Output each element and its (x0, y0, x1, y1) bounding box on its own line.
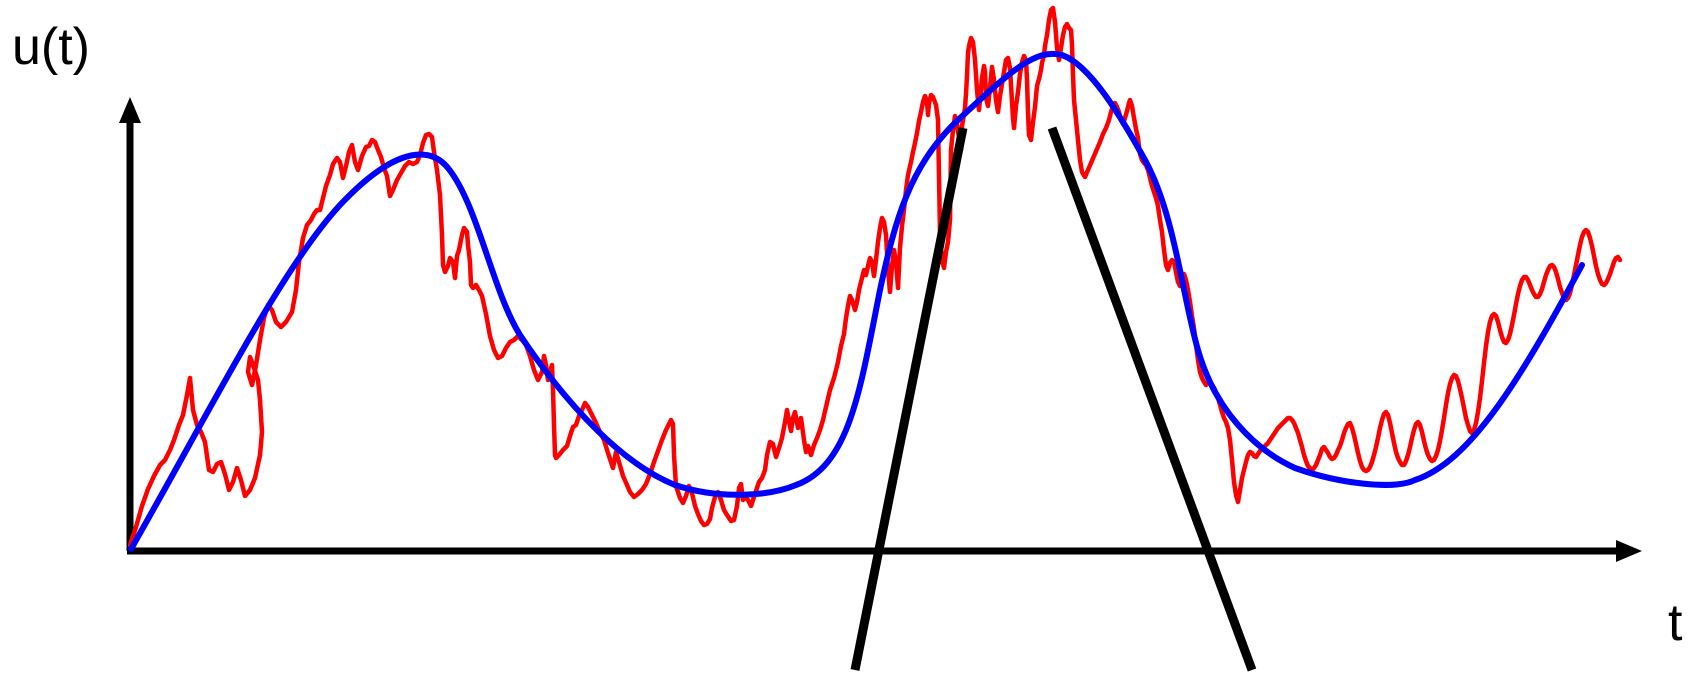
noisy-signal-curve (127, 5, 1623, 548)
y-axis-arrowhead (119, 97, 141, 123)
x-axis-arrowhead (1616, 540, 1642, 562)
tangent-lines (850, 126, 1257, 672)
rising-tangent-line (850, 127, 968, 671)
axes (119, 97, 1642, 562)
y-axis-label: u(t) (12, 18, 90, 76)
x-axis-label: t (1668, 594, 1683, 652)
falling-tangent-line (1047, 126, 1257, 672)
smooth-signal-curve (128, 50, 1585, 552)
